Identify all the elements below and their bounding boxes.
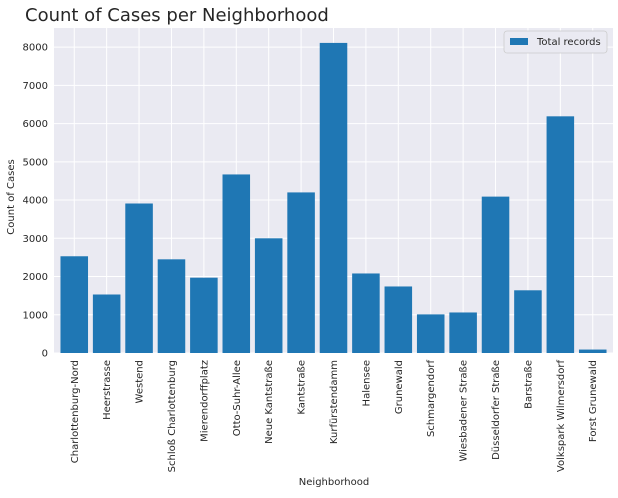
bars bbox=[60, 42, 607, 353]
x-tick-label: Schloß Charlottenburg bbox=[167, 360, 178, 472]
y-tick-label: 5000 bbox=[23, 157, 48, 168]
bar bbox=[60, 256, 89, 353]
bar bbox=[254, 238, 283, 353]
bar bbox=[514, 290, 542, 353]
bar bbox=[578, 349, 607, 353]
bar bbox=[157, 259, 186, 353]
y-axis-label: Count of Cases bbox=[6, 159, 17, 234]
chart-title: Count of Cases per Neighborhood bbox=[25, 5, 329, 26]
bar bbox=[125, 203, 153, 353]
x-tick-label: Kurfürstendamm bbox=[329, 360, 340, 444]
y-tick-labels: 0 1000 2000 3000 4000 5000 6000 7000 8000 bbox=[23, 43, 48, 360]
bar bbox=[190, 277, 218, 353]
x-tick-label: Düsseldorfer Straße bbox=[491, 360, 502, 460]
bar bbox=[546, 116, 575, 353]
x-tick-label: Westend bbox=[135, 360, 146, 403]
legend-label: Total records bbox=[536, 37, 601, 48]
bar bbox=[92, 294, 121, 353]
bar bbox=[416, 314, 445, 353]
x-tick-label: Charlottenburg-Nord bbox=[70, 360, 81, 463]
bar bbox=[352, 273, 380, 353]
y-tick-label: 8000 bbox=[23, 43, 48, 54]
legend: Total records bbox=[503, 30, 608, 54]
x-tick-label: Wiesbadener Straße bbox=[459, 360, 470, 462]
x-tick-label: Grunewald bbox=[394, 360, 405, 414]
x-tick-label: Neue Kantstraße bbox=[264, 360, 275, 444]
x-tick-labels: Charlottenburg-Nord Heerstrasse Westend Sch… bbox=[70, 360, 599, 473]
bar bbox=[449, 312, 477, 353]
legend-swatch bbox=[510, 38, 528, 45]
x-tick-label: Halensee bbox=[361, 360, 372, 406]
bar bbox=[287, 192, 315, 353]
x-axis-label: Neighborhood bbox=[299, 477, 369, 488]
x-tick-label: Volkspark Wilmersdorf bbox=[556, 360, 567, 473]
x-tick-label: Forst Grunewald bbox=[588, 360, 599, 442]
bar bbox=[384, 286, 413, 353]
x-tick-label: Mierendorffplatz bbox=[199, 360, 210, 442]
x-tick-label: Heerstrasse bbox=[102, 360, 113, 420]
y-tick-label: 2000 bbox=[23, 272, 48, 283]
y-tick-label: 1000 bbox=[23, 310, 48, 321]
x-tick-label: Otto-Suhr-Allee bbox=[232, 360, 243, 436]
x-tick-label: Kantstraße bbox=[297, 360, 308, 415]
y-tick-label: 3000 bbox=[23, 234, 48, 245]
x-tick-label: Barstraße bbox=[523, 360, 534, 409]
y-tick-label: 0 bbox=[42, 349, 48, 360]
y-tick-label: 7000 bbox=[23, 81, 48, 92]
x-tick-label: Schmargendorf bbox=[426, 360, 437, 437]
legend-box bbox=[503, 30, 608, 54]
bar bbox=[481, 196, 510, 353]
bar bbox=[222, 174, 251, 353]
bar bbox=[319, 42, 348, 353]
y-tick-label: 6000 bbox=[23, 119, 48, 130]
y-tick-label: 4000 bbox=[23, 196, 48, 207]
